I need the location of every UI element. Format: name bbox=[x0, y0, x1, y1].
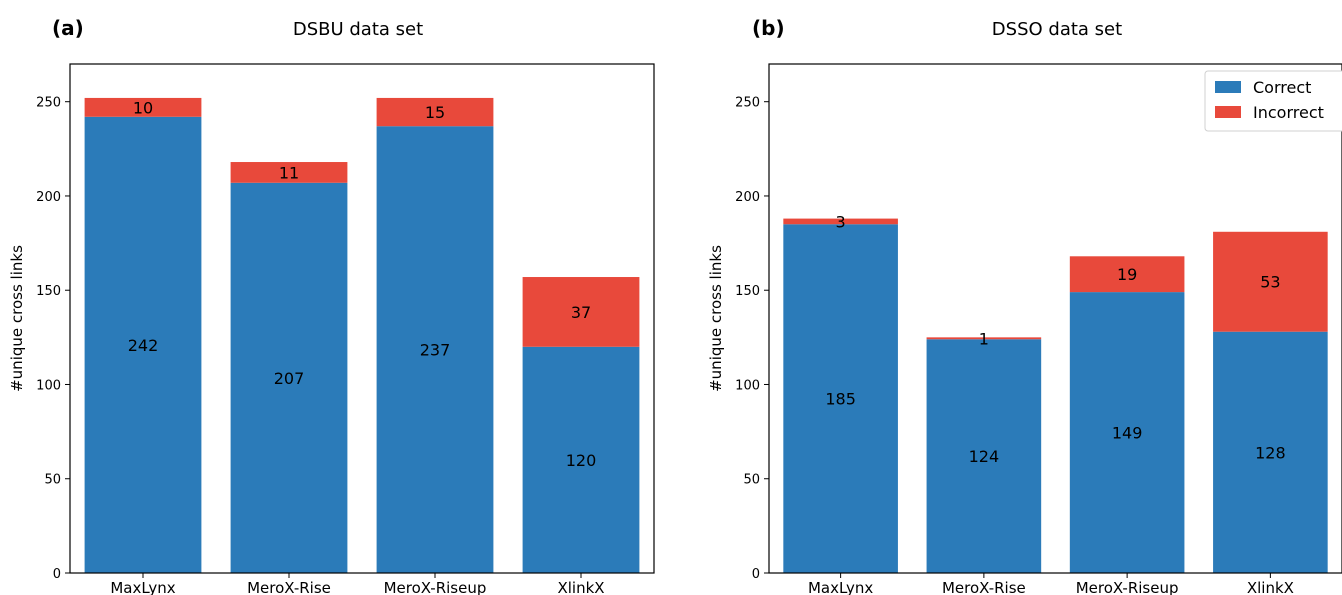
data-label: 120 bbox=[566, 451, 597, 470]
data-label: 237 bbox=[420, 341, 451, 360]
bar-correct-xlinkx bbox=[1213, 331, 1328, 573]
y-tick-label: 150 bbox=[735, 284, 760, 299]
bar-incorrect-merox-riseup bbox=[1069, 256, 1185, 293]
bar-incorrect-merox-rise bbox=[230, 162, 348, 183]
y-tick-label: 200 bbox=[36, 190, 61, 205]
bar-correct-maxlynx bbox=[84, 116, 202, 573]
bar-correct-merox-rise bbox=[230, 182, 348, 573]
data-label: 207 bbox=[274, 369, 305, 388]
bar-incorrect-maxlynx bbox=[783, 218, 898, 225]
y-tick-label: 150 bbox=[36, 284, 61, 299]
legend-swatch-correct bbox=[1215, 81, 1241, 93]
data-label: 19 bbox=[1117, 265, 1137, 284]
x-tick-label: MaxLynx bbox=[110, 579, 175, 595]
chart-title: DSSO data set bbox=[992, 19, 1122, 40]
y-axis-label: #unique cross links bbox=[707, 245, 725, 392]
data-label: 242 bbox=[128, 336, 159, 355]
data-label: 53 bbox=[1260, 273, 1280, 292]
y-tick-label: 250 bbox=[36, 96, 61, 111]
x-tick-label: MeroX-Rise bbox=[942, 579, 1026, 595]
y-tick-label: 100 bbox=[735, 378, 760, 393]
x-tick-label: MeroX-Riseup bbox=[1076, 579, 1179, 595]
data-label: 1 bbox=[979, 329, 989, 348]
y-axis-label: #unique cross links bbox=[8, 245, 26, 392]
chart-panel-b: (b) DSSO data set 185 3 MaxLynx 124 1 MeroX-Ris… bbox=[707, 16, 1342, 595]
data-label: 11 bbox=[279, 163, 299, 182]
bar-incorrect-maxlynx bbox=[84, 97, 202, 117]
y-tick-label: 0 bbox=[752, 567, 760, 582]
chart-title: DSBU data set bbox=[293, 19, 423, 40]
data-label: 185 bbox=[825, 390, 856, 409]
data-label: 149 bbox=[1112, 424, 1143, 443]
bar-incorrect-xlinkx bbox=[1213, 231, 1328, 332]
x-tick-label: MeroX-Riseup bbox=[384, 579, 487, 595]
plot-frame bbox=[69, 63, 655, 574]
y-tick-label: 50 bbox=[44, 473, 61, 488]
bar-incorrect-xlinkx bbox=[522, 277, 640, 347]
y-tick-label: 250 bbox=[735, 96, 760, 111]
data-label: 37 bbox=[571, 303, 591, 322]
data-label: 128 bbox=[1255, 443, 1286, 462]
data-label: 124 bbox=[969, 447, 1000, 466]
x-tick-label: MeroX-Rise bbox=[247, 579, 331, 595]
y-tick-label: 200 bbox=[735, 190, 760, 205]
legend-swatch-incorrect bbox=[1215, 106, 1241, 118]
bar-correct-xlinkx bbox=[522, 346, 640, 573]
bar-correct-merox-riseup bbox=[376, 126, 494, 573]
panel-letter: (a) bbox=[52, 16, 84, 40]
data-label: 3 bbox=[836, 212, 846, 231]
plot-frame bbox=[768, 63, 1342, 574]
legend-label-correct: Correct bbox=[1253, 78, 1311, 97]
x-tick-label: MaxLynx bbox=[808, 579, 873, 595]
chart-panel-a: (a) DSBU data set 242 10 MaxLynx 207 11 MeroX-R… bbox=[8, 16, 655, 595]
y-tick-label: 100 bbox=[36, 378, 61, 393]
x-tick-label: XlinkX bbox=[557, 579, 604, 595]
x-tick-label: XlinkX bbox=[1247, 579, 1294, 595]
data-label: 15 bbox=[425, 103, 445, 122]
y-tick-label: 50 bbox=[743, 473, 760, 488]
panel-letter: (b) bbox=[752, 16, 785, 40]
bar-correct-merox-riseup bbox=[1069, 292, 1185, 573]
bar-incorrect-merox-riseup bbox=[376, 97, 494, 127]
bar-correct-maxlynx bbox=[783, 224, 898, 574]
bar-correct-merox-rise bbox=[926, 339, 1042, 573]
data-label: 10 bbox=[133, 98, 153, 117]
bar-incorrect-merox-rise bbox=[926, 337, 1042, 340]
y-tick-label: 0 bbox=[53, 567, 61, 582]
legend-label-incorrect: Incorrect bbox=[1253, 103, 1324, 122]
